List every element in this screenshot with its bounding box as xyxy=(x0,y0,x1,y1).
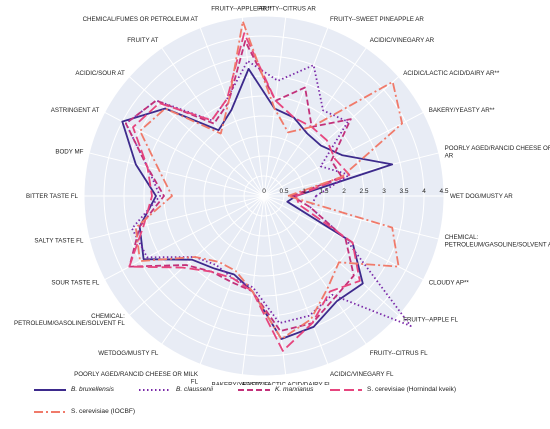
axis-label: FRUITY--CITRUS FL xyxy=(370,350,428,357)
grid-spoke xyxy=(199,195,265,365)
radar-series xyxy=(121,20,412,352)
legend-label: B. bruxellensis xyxy=(71,386,114,393)
grid-spoke xyxy=(263,195,367,345)
grid-spoke xyxy=(263,47,367,197)
radar-chart: 0 0.5 1 1.5 2 2.5 3 3.5 4 4.5 WET DOG/MUSTY AR POO… xyxy=(14,5,550,385)
axis-label: CHEMICAL: PETROLEUM/GASOLINE/SOLVENT AR** xyxy=(445,234,550,248)
axis-label: FRUITY--CITRUS AR xyxy=(257,5,316,12)
axis-labels: WET DOG/MUSTY AR POORLY AGED/RANCID CHEES… xyxy=(14,5,550,385)
grid-spoke xyxy=(128,195,265,316)
legend-label: S. cerevisiae (Hornindal kveik) xyxy=(367,386,457,393)
series-line xyxy=(134,20,404,340)
tick-label: 0 xyxy=(262,188,266,195)
grid-spoke xyxy=(89,152,265,197)
axis-label: POORLY AGED/RANCID CHEESE OR MILK FL xyxy=(74,371,199,385)
series-line xyxy=(121,68,394,340)
axis-label: BITTER TASTE FL xyxy=(26,193,79,200)
axis-label: POORLY AGED/RANCID CHEESE OR MILKAR xyxy=(445,145,550,159)
legend-label: B. claussenii xyxy=(176,386,214,393)
axis-label: FRUITY--APPLE AR** xyxy=(211,5,272,12)
legend-item-s-cerevisiae-iocbf: S. cerevisiae (IOCBF) xyxy=(34,408,135,415)
legend-item-k-marxianus: K. marxianus xyxy=(238,386,313,393)
grid-spoke xyxy=(263,195,439,240)
grid-spoke xyxy=(199,27,265,197)
grid-spoke xyxy=(263,111,424,197)
legend-item-b-bruxellensis: B. bruxellensis xyxy=(34,386,114,393)
legend-item-b-claussenii: B. claussenii xyxy=(139,386,213,393)
axis-label: CHEMICAL: PETROLEUM/GASOLINE/SOLVENT FL xyxy=(14,313,125,327)
tick-label: 4.5 xyxy=(439,188,448,195)
axis-label: BAKERY/YEASTY AR** xyxy=(429,107,495,114)
axis-label: FRUITY--APPLE FL xyxy=(403,317,458,324)
grid-spoke xyxy=(161,47,265,197)
legend-swatch xyxy=(238,388,270,391)
axis-label: ACIDIC/LACTIC ACID/DAIRY FL xyxy=(241,382,332,385)
grid-spoke xyxy=(263,195,329,365)
grid-spoke xyxy=(104,111,265,197)
radar-grid xyxy=(83,15,445,377)
axis-label: ACIDIC/LACTIC ACID/DAIRY AR** xyxy=(403,70,500,77)
axis-label: SOUR TASTE FL xyxy=(51,280,99,287)
grid-spoke xyxy=(241,195,265,375)
tick-label: 4 xyxy=(422,188,426,195)
series-line xyxy=(125,60,412,327)
legend-swatch xyxy=(34,410,66,413)
legend-swatch xyxy=(34,388,66,391)
axis-label: BAKERY/YEASTY FL xyxy=(212,382,273,385)
axis-label: FRUITY--SWEET PINEAPPLE AR xyxy=(330,16,424,23)
tick-label: 0.5 xyxy=(279,188,288,195)
tick-label: 3.5 xyxy=(399,188,408,195)
tick-label: 2.5 xyxy=(359,188,368,195)
axis-label: ASTRINGENT AT xyxy=(51,107,100,114)
axis-label: WETDOG/MUSTY FL xyxy=(98,350,159,357)
axis-label: BODY MF xyxy=(55,149,83,156)
grid-spoke xyxy=(263,27,329,197)
axis-label: WET DOG/MUSTY AR xyxy=(450,193,513,200)
legend-swatch xyxy=(330,388,362,391)
tick-label: 1 xyxy=(302,188,306,195)
tick-label: 1.5 xyxy=(319,188,328,195)
axis-label: CLOUDY AP** xyxy=(429,280,470,287)
axis-label: SALTY TASTE FL xyxy=(34,238,84,245)
legend-label: K. marxianus xyxy=(275,386,314,393)
legend-swatch xyxy=(139,388,171,391)
radial-tick-labels: 0 0.5 1 1.5 2 2.5 3 3.5 4 4.5 xyxy=(262,188,449,195)
legend-item-s-cerevisiae-hornindal: S. cerevisiae (Hornindal kveik) xyxy=(330,386,456,393)
axis-label: FRUITY AT xyxy=(127,37,158,44)
tick-label: 3 xyxy=(382,188,386,195)
axis-label: ACIDIC/VINEGARY FL xyxy=(330,371,394,378)
axis-label: CHEMICAL/FUMES OR PETROLEUM AT xyxy=(83,16,199,23)
series-line xyxy=(128,32,361,352)
grid-spoke xyxy=(161,195,265,345)
grid-spoke xyxy=(263,195,287,375)
grid-spoke xyxy=(263,195,400,316)
grid-spoke xyxy=(263,76,400,197)
grid-spoke xyxy=(89,195,265,240)
axis-label: ACIDIC/SOUR AT xyxy=(75,70,125,77)
grid-spoke xyxy=(128,76,265,197)
grid-spoke xyxy=(241,17,265,197)
tick-label: 2 xyxy=(342,188,346,195)
series-line xyxy=(125,40,355,332)
axis-label: ACIDIC/VINEGARY AR xyxy=(370,37,435,44)
legend: B. bruxellensis B. claussenii K. marxian… xyxy=(34,382,534,426)
legend-label: S. cerevisiae (IOCBF) xyxy=(71,408,136,415)
grid-spoke xyxy=(263,152,439,197)
